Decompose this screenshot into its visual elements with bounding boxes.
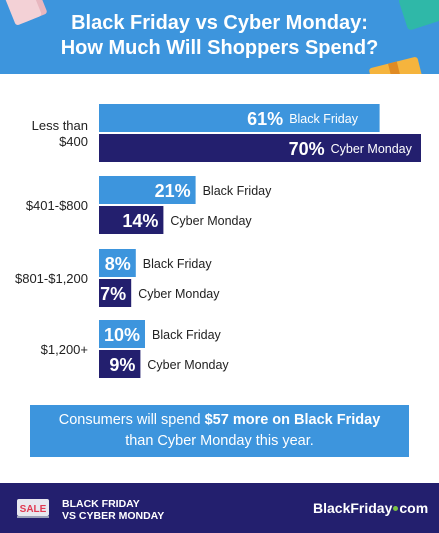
category-label: $401-$800: [26, 198, 88, 213]
brand-logo[interactable]: BlackFriday com: [313, 500, 428, 516]
category-label: $1,200+: [41, 342, 88, 357]
cyber-monday-bar: [99, 350, 141, 378]
series-label: Black Friday: [203, 184, 273, 198]
bar-value-label: 8%: [105, 254, 131, 274]
series-label: Black Friday: [143, 257, 213, 271]
bar-value-label: 7%: [100, 284, 126, 304]
series-label: Cyber Monday: [138, 287, 220, 301]
brand-name: BlackFriday: [313, 500, 393, 516]
series-label: Cyber Monday: [147, 358, 229, 372]
category-label: $801-$1,200: [15, 271, 88, 286]
series-label: Black Friday: [152, 328, 222, 342]
bar-value-label: 9%: [109, 355, 135, 375]
black-friday-bar: [99, 104, 380, 132]
category-label: $400: [59, 134, 88, 149]
header-banner: Black Friday vs Cyber Monday: How Much W…: [0, 0, 439, 74]
bar-value-label: 61%: [247, 109, 283, 129]
cyber-monday-bar: [99, 206, 164, 234]
black-friday-bar: [99, 320, 145, 348]
footer-line-2: VS CYBER MONDAY: [62, 510, 165, 522]
brand-tld: com: [399, 500, 429, 516]
bar-value-label: 10%: [104, 325, 140, 345]
page-subtitle: How Much Will Shoppers Spend?: [60, 37, 379, 59]
category-label: Less than: [32, 118, 88, 133]
cyber-monday-bar: [99, 279, 132, 307]
callout-text-end: than Cyber Monday this year.: [125, 433, 314, 449]
bar-value-label: 70%: [289, 139, 325, 159]
spending-bar-chart: Less than$400 61% Black Friday 70% Cyber Mon…: [15, 104, 421, 378]
callout-highlight: $57 more on Black Friday: [204, 412, 381, 428]
footer-bar: SALE BLACK FRIDAY VS CYBER MONDAY BlackF…: [0, 483, 439, 533]
sale-tag-icon: SALE: [17, 499, 49, 518]
series-label: Cyber Monday: [331, 142, 413, 156]
bar-value-label: 14%: [122, 211, 158, 231]
black-friday-bar: [99, 249, 136, 277]
series-label: Black Friday: [289, 112, 359, 126]
footer-line-1: BLACK FRIDAY: [62, 498, 140, 510]
series-label: Cyber Monday: [170, 214, 252, 228]
cyber-monday-bar: [99, 134, 421, 162]
bar-value-label: 21%: [155, 181, 191, 201]
page-title: Black Friday vs Cyber Monday:: [71, 12, 368, 34]
brand-dot-icon: [393, 506, 399, 512]
svg-text:SALE: SALE: [20, 504, 47, 515]
callout-text-start: Consumers will spend: [58, 412, 205, 428]
black-friday-bar: [99, 176, 196, 204]
callout-box: Consumers will spend $57 more on Black F…: [30, 405, 409, 457]
footer-caption: BLACK FRIDAY VS CYBER MONDAY: [62, 498, 164, 522]
